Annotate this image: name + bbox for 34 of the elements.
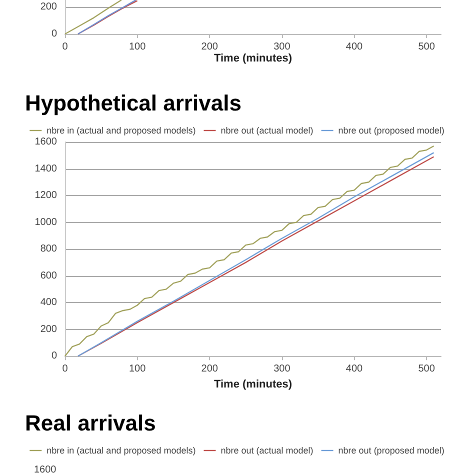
x-tick-label: 500 [418, 42, 436, 52]
y-tick-label: 1200 [34, 190, 58, 202]
legend-label: nbre out (actual model) [220, 126, 314, 136]
x-tick-label: 300 [274, 42, 291, 52]
legend-label: nbre out (proposed model) [338, 126, 444, 136]
x-tick-label: 100 [128, 42, 146, 52]
y-tick-label: 1400 [34, 163, 58, 174]
y-tick-label: 200 [40, 1, 58, 12]
text: Real arrivals [25, 410, 156, 436]
y-tick-label: 1000 [34, 216, 58, 228]
x-tick-label: 500 [418, 364, 436, 375]
y-tick-label: 800 [40, 244, 58, 255]
y-tick-label: 200 [40, 324, 58, 335]
y-tick-label: 600 [40, 270, 58, 282]
y-tick-label: 0 [51, 350, 58, 362]
legend-label: nbre out (actual model) [220, 446, 314, 456]
x-tick-label: 100 [128, 364, 146, 375]
x-axis-title: Time (minutes) [214, 52, 292, 64]
x-axis-title: Time (minutes) [214, 378, 292, 390]
x-tick-label: 0 [62, 364, 68, 375]
x-tick-label: 0 [62, 42, 68, 52]
y-tick-label: 0 [51, 28, 58, 40]
x-tick-label: 400 [346, 42, 364, 52]
x-tick-label: 400 [346, 364, 364, 375]
x-tick-label: 200 [201, 364, 218, 375]
legend-label: nbre in (actual and proposed models) [46, 446, 196, 456]
legend-label: nbre in (actual and proposed models) [46, 126, 196, 136]
x-tick-label: 200 [201, 42, 218, 52]
line-series [64, 0, 122, 35]
y-tick-label: 400 [40, 297, 58, 308]
x-tick-label: 300 [274, 364, 291, 375]
y-tick-label: 1600 [34, 136, 58, 148]
chart-title: Hypothetical arrivals [25, 90, 242, 116]
legend-label: nbre out (proposed model) [338, 446, 444, 456]
